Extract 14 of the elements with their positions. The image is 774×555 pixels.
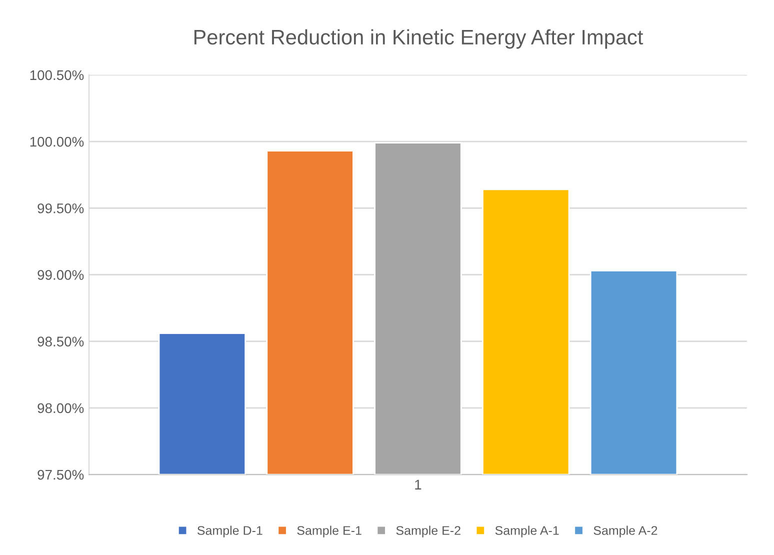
y-tick-label: 98.50% bbox=[38, 336, 84, 346]
legend-label: Sample D-1 bbox=[197, 526, 262, 538]
legend-label: Sample E-1 bbox=[297, 526, 362, 538]
y-tick-label: 99.50% bbox=[38, 203, 84, 214]
y-tick-label: 99.00% bbox=[38, 270, 84, 280]
y-tick-label: 100.00% bbox=[30, 136, 84, 147]
legend-label: Sample E-2 bbox=[396, 526, 460, 538]
x-tick-label: 1 bbox=[415, 480, 422, 490]
y-tick-label: 98.00% bbox=[38, 403, 84, 414]
y-tick-label: 100.50% bbox=[30, 70, 84, 80]
y-tick-label: 97.50% bbox=[38, 470, 84, 480]
legend-label: Sample A-1 bbox=[495, 526, 559, 538]
chart-title: Percent Reduction in Kinetic Energy After Impact bbox=[194, 29, 644, 49]
legend-label: Sample A-2 bbox=[594, 526, 658, 538]
